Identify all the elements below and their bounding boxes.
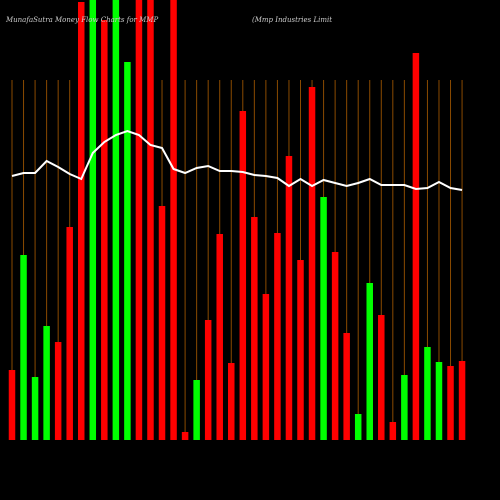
- bar: [320, 197, 327, 440]
- money-flow-line: [11, 129, 463, 191]
- bar: [239, 111, 247, 440]
- bar: [170, 0, 177, 440]
- bar: [147, 0, 154, 440]
- bar: [89, 0, 97, 440]
- bar: [204, 320, 212, 440]
- bar: [54, 342, 62, 440]
- bar: [401, 375, 408, 440]
- bar: [251, 217, 258, 440]
- bar: [158, 206, 166, 440]
- bar: [297, 260, 304, 440]
- bar: [424, 347, 431, 440]
- bar: [274, 233, 281, 440]
- bar: [354, 414, 362, 440]
- bar: [193, 380, 200, 440]
- bar: [366, 283, 373, 440]
- bar: [112, 0, 120, 440]
- bar: [101, 20, 108, 440]
- bar: [343, 333, 350, 440]
- bar: [135, 0, 143, 440]
- bar: [124, 62, 131, 440]
- bar: [458, 361, 466, 440]
- bar: [378, 315, 385, 440]
- bar: [285, 156, 293, 440]
- bar: [20, 255, 27, 440]
- bar: [308, 87, 316, 440]
- chart-title: MunafaSutra Money Flow Charts for MMP: [5, 16, 158, 24]
- bar: [389, 422, 397, 440]
- bar: [31, 377, 39, 440]
- bar: [331, 252, 339, 440]
- bar: [8, 370, 16, 440]
- bar: [262, 294, 270, 440]
- bar: [447, 366, 454, 440]
- bar: [43, 326, 50, 440]
- bar: [435, 362, 443, 440]
- bar: [66, 227, 73, 440]
- bar: [412, 53, 420, 440]
- bar: [181, 432, 189, 440]
- bar: [77, 2, 85, 440]
- bar: [228, 363, 235, 440]
- chart-subtitle: (Mmp Industries Limit: [252, 16, 332, 24]
- bar: [216, 234, 223, 440]
